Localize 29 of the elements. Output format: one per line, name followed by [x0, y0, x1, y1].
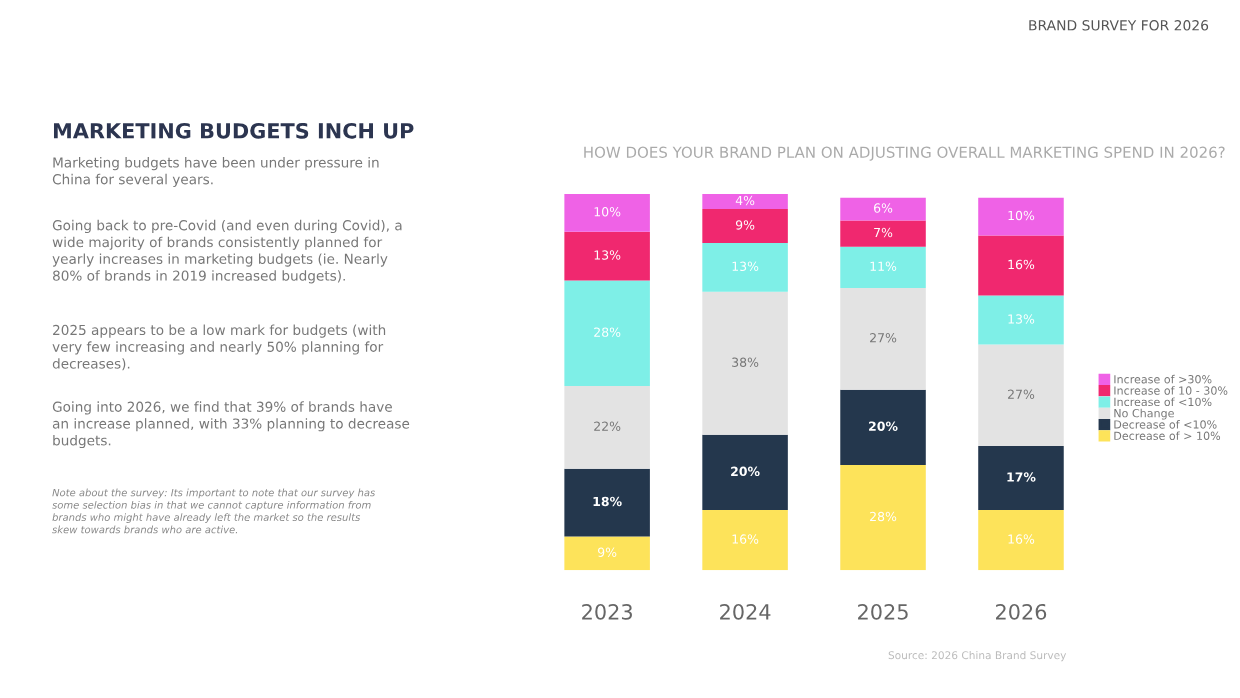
bar — [564, 194, 650, 232]
x-tick-label: 2023 — [582, 603, 632, 620]
text: MARKETING BUDGETS INCH UP — [53, 122, 414, 139]
bar — [978, 197, 1064, 236]
bar — [702, 434, 788, 511]
bar — [978, 510, 1064, 571]
bar — [978, 235, 1064, 296]
x-tick-label: 2024 — [720, 603, 771, 620]
bar — [702, 194, 788, 210]
bar — [702, 242, 788, 292]
bar — [978, 295, 1064, 345]
bar — [702, 510, 788, 571]
bar — [840, 246, 926, 289]
bar — [840, 220, 926, 247]
bar — [840, 288, 926, 390]
bar — [564, 468, 650, 537]
x-tick-label: 2026 — [996, 603, 1047, 620]
bar — [978, 446, 1064, 511]
bar — [840, 389, 926, 465]
bar — [978, 344, 1064, 447]
bar — [564, 231, 650, 281]
bar — [840, 464, 926, 571]
x-tick-label: 2025 — [858, 603, 908, 620]
bar — [564, 536, 650, 571]
bar — [702, 291, 788, 435]
bar — [564, 385, 650, 469]
bar — [702, 209, 788, 243]
bar — [564, 280, 650, 386]
bar — [840, 197, 926, 221]
